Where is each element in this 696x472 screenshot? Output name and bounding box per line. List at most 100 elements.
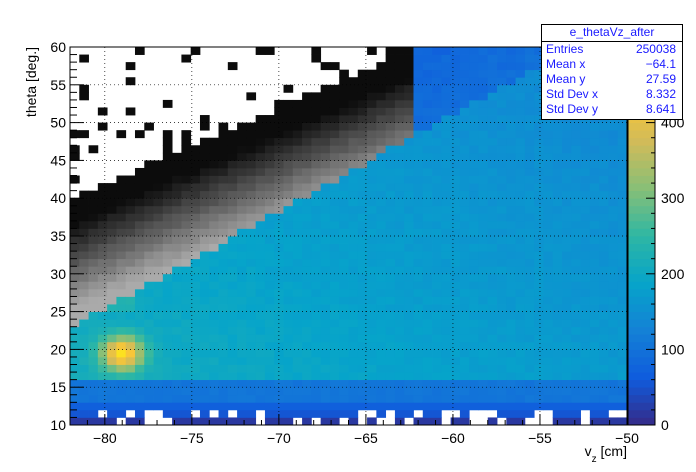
heatmap-cell [79, 417, 89, 425]
heatmap-cell [357, 122, 368, 131]
heatmap-cell [534, 341, 544, 350]
heatmap-cell [552, 122, 563, 131]
heatmap-cell [394, 394, 405, 403]
heatmap-cell [385, 220, 396, 229]
heatmap-cell [599, 417, 609, 425]
heatmap-cell [450, 160, 461, 169]
heatmap-cell [404, 349, 414, 358]
heatmap-cell [97, 372, 108, 381]
heatmap-cell [274, 341, 284, 350]
heatmap-cell [125, 198, 136, 207]
heatmap-cell [218, 356, 229, 365]
heatmap-cell [320, 190, 331, 199]
heatmap-cell [181, 334, 192, 343]
heatmap-cell [413, 387, 424, 396]
heatmap-cell [413, 349, 424, 358]
heatmap-cell [589, 341, 600, 350]
heatmap-cell [599, 243, 609, 252]
heatmap-cell [394, 258, 405, 267]
heatmap-cell [339, 220, 349, 229]
heatmap-cell [292, 198, 303, 207]
heatmap-cell [116, 311, 127, 320]
heatmap-cell [246, 160, 257, 169]
heatmap-cell [524, 387, 535, 396]
y-tick-label: 40 [50, 190, 66, 206]
heatmap-cell [524, 258, 535, 267]
heatmap-cell [413, 319, 424, 328]
heatmap-cell [376, 152, 387, 161]
heatmap-cell [404, 281, 414, 290]
heatmap-cell [79, 84, 89, 93]
heatmap-cell [209, 319, 219, 328]
heatmap-cell [320, 387, 331, 396]
heatmap-cell [385, 130, 396, 139]
heatmap-cell [357, 213, 368, 222]
heatmap-cell [218, 137, 229, 146]
heatmap-cell [255, 145, 266, 154]
heatmap-cell [283, 243, 294, 252]
heatmap-cell [348, 319, 359, 328]
heatmap-cell [302, 190, 312, 199]
heatmap-cell [79, 273, 89, 282]
heatmap-cell [524, 311, 535, 320]
heatmap-cell [107, 402, 117, 411]
heatmap-cell [506, 311, 516, 320]
heatmap-cell [385, 175, 396, 184]
heatmap-cell [394, 372, 405, 381]
heatmap-cell [534, 334, 544, 343]
heatmap-cell [292, 228, 303, 237]
heatmap-cell [153, 349, 164, 358]
heatmap-cell [459, 115, 470, 123]
heatmap-cell [589, 387, 600, 396]
heatmap-cell [497, 258, 507, 267]
heatmap-cell [70, 213, 80, 222]
heatmap-cell [552, 251, 563, 260]
heatmap-cell [394, 213, 405, 222]
heatmap-cell [302, 167, 312, 176]
heatmap-cell [469, 281, 479, 290]
heatmap-cell [515, 288, 526, 297]
heatmap-cell [599, 402, 609, 411]
heatmap-cell [339, 205, 349, 214]
heatmap-cell [524, 77, 535, 86]
heatmap-cell [599, 175, 609, 184]
heatmap-cell [292, 130, 303, 139]
heatmap-cell [367, 243, 377, 252]
heatmap-cell [302, 160, 312, 169]
heatmap-cell [311, 122, 322, 131]
heatmap-cell [264, 417, 275, 425]
heatmap-cell [487, 349, 498, 358]
heatmap-cell [348, 311, 359, 320]
heatmap-cell [302, 243, 312, 252]
heatmap-cell [246, 190, 257, 199]
heatmap-cell [227, 334, 238, 343]
x-tick-label: −55 [528, 430, 552, 446]
heatmap-cell [487, 288, 498, 297]
heatmap-cell [497, 99, 507, 108]
heatmap-cell [543, 379, 554, 388]
heatmap-cell [181, 296, 192, 305]
heatmap-cell [283, 379, 294, 388]
heatmap-cell [264, 183, 275, 192]
heatmap-cell [543, 228, 554, 237]
heatmap-cell [320, 175, 331, 184]
heatmap-cell [469, 92, 479, 101]
heatmap-cell [543, 266, 554, 275]
heatmap-cell [181, 266, 192, 275]
heatmap-cell [478, 220, 489, 229]
heatmap-cell [153, 296, 164, 305]
heatmap-cell [534, 152, 544, 161]
heatmap-cell [469, 54, 479, 63]
heatmap-cell [394, 409, 405, 418]
heatmap-cell [608, 137, 619, 146]
heatmap-cell [617, 266, 627, 275]
heatmap-cell [506, 62, 516, 71]
heatmap-cell [199, 296, 210, 305]
heatmap-cell [367, 258, 377, 267]
heatmap-cell [348, 266, 359, 275]
heatmap-cell [246, 258, 257, 267]
heatmap-cell [562, 160, 572, 169]
heatmap-cell [348, 372, 359, 381]
heatmap-cell [116, 273, 127, 282]
heatmap-cell [237, 379, 247, 388]
